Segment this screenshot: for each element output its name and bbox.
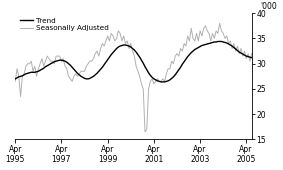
- Y-axis label: '000: '000: [261, 2, 277, 11]
- Legend: Trend, Seasonally Adjusted: Trend, Seasonally Adjusted: [19, 17, 110, 32]
